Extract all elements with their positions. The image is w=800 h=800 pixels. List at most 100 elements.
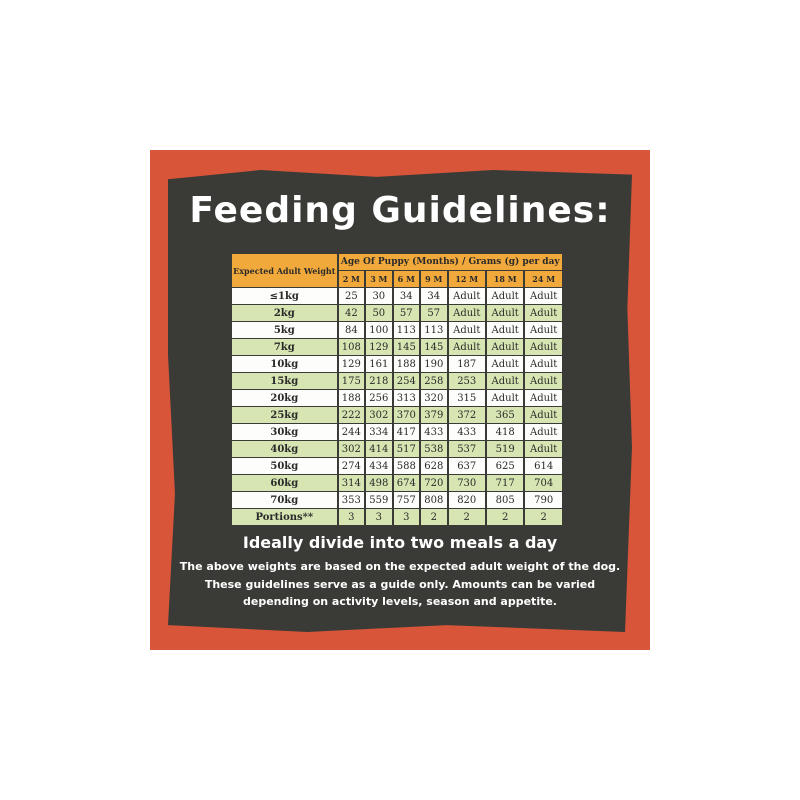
table-cell: Adult <box>525 373 562 389</box>
table-cell: Adult <box>486 339 524 355</box>
table-cell: 314 <box>338 475 365 491</box>
table-cell: 559 <box>366 492 392 508</box>
corner-header: Expected Adult Weight <box>232 254 337 287</box>
table-cell: 25 <box>338 288 365 304</box>
table-cell: 808 <box>421 492 447 508</box>
column-header: 9 M <box>421 271 447 287</box>
table-cell: Adult <box>525 305 562 321</box>
table-cell: 704 <box>525 475 562 491</box>
weight-label: 20kg <box>232 390 337 406</box>
table-cell: 315 <box>448 390 485 406</box>
table-cell: 274 <box>338 458 365 474</box>
table-cell: 34 <box>393 288 420 304</box>
table-cell: Adult <box>486 288 524 304</box>
table-cell: 372 <box>448 407 485 423</box>
weight-label: 40kg <box>232 441 337 457</box>
table-cell: 113 <box>421 322 447 338</box>
table-cell: 334 <box>366 424 392 440</box>
table-row: 25kg 222 302 370 379 372 365 Adult <box>232 407 562 423</box>
table-cell: 418 <box>486 424 524 440</box>
table-cell: 820 <box>448 492 485 508</box>
table-cell: 161 <box>366 356 392 372</box>
table-cell: 258 <box>421 373 447 389</box>
table-cell: 34 <box>421 288 447 304</box>
table-cell: 3 <box>393 509 420 525</box>
table-cell: Adult <box>525 441 562 457</box>
column-header: 3 M <box>366 271 392 287</box>
table-cell: 674 <box>393 475 420 491</box>
table-row: Portions** 3 3 3 2 2 2 2 <box>232 509 562 525</box>
table-cell: 538 <box>421 441 447 457</box>
table-row: 30kg 244 334 417 433 433 418 Adult <box>232 424 562 440</box>
table-cell: Adult <box>525 356 562 372</box>
table-cell: 720 <box>421 475 447 491</box>
weight-label: 50kg <box>232 458 337 474</box>
table-cell: Adult <box>486 322 524 338</box>
table-row: 7kg 108 129 145 145 Adult Adult Adult <box>232 339 562 355</box>
feeding-table: Expected Adult Weight Age Of Puppy (Mont… <box>230 253 564 526</box>
weight-label: Portions** <box>232 509 337 525</box>
table-cell: 302 <box>366 407 392 423</box>
table-cell: 57 <box>421 305 447 321</box>
table-cell: Adult <box>486 305 524 321</box>
table-cell: Adult <box>525 288 562 304</box>
column-header: 2 M <box>338 271 365 287</box>
table-cell: Adult <box>486 390 524 406</box>
table-cell: 625 <box>486 458 524 474</box>
table-cell: 254 <box>393 373 420 389</box>
table-cell: 365 <box>486 407 524 423</box>
table-row: 20kg 188 256 313 320 315 Adult Adult <box>232 390 562 406</box>
table-cell: 790 <box>525 492 562 508</box>
table-cell: 417 <box>393 424 420 440</box>
table-cell: Adult <box>486 373 524 389</box>
table-cell: 433 <box>421 424 447 440</box>
table-cell: 187 <box>448 356 485 372</box>
table-cell: 353 <box>338 492 365 508</box>
weight-label: 15kg <box>232 373 337 389</box>
table-row: 60kg 314 498 674 720 730 717 704 <box>232 475 562 491</box>
table-cell: 145 <box>393 339 420 355</box>
table-cell: 537 <box>448 441 485 457</box>
column-header: 24 M <box>525 271 562 287</box>
table-cell: 2 <box>525 509 562 525</box>
table-cell: 222 <box>338 407 365 423</box>
table-row: 15kg 175 218 254 258 253 Adult Adult <box>232 373 562 389</box>
table-cell: Adult <box>525 424 562 440</box>
table-cell: Adult <box>486 356 524 372</box>
table-cell: 370 <box>393 407 420 423</box>
column-header: 12 M <box>448 271 485 287</box>
table-cell: 188 <box>338 390 365 406</box>
weight-label: 5kg <box>232 322 337 338</box>
table-cell: 2 <box>486 509 524 525</box>
weight-label: 25kg <box>232 407 337 423</box>
table-row: 40kg 302 414 517 538 537 519 Adult <box>232 441 562 457</box>
table-cell: 244 <box>338 424 365 440</box>
table-cell: 57 <box>393 305 420 321</box>
table-cell: 129 <box>338 356 365 372</box>
table-cell: 717 <box>486 475 524 491</box>
table-cell: 757 <box>393 492 420 508</box>
table-cell: 434 <box>366 458 392 474</box>
weight-label: 60kg <box>232 475 337 491</box>
disclaimer-note: The above weights are based on the expec… <box>170 558 630 611</box>
table-row: ≤1kg 25 30 34 34 Adult Adult Adult <box>232 288 562 304</box>
table-cell: 2 <box>421 509 447 525</box>
table-row: 10kg 129 161 188 190 187 Adult Adult <box>232 356 562 372</box>
table-cell: 42 <box>338 305 365 321</box>
table-cell: 730 <box>448 475 485 491</box>
weight-label: 2kg <box>232 305 337 321</box>
table-cell: Adult <box>448 305 485 321</box>
table-cell: Adult <box>525 407 562 423</box>
weight-label: 30kg <box>232 424 337 440</box>
table-cell: 433 <box>448 424 485 440</box>
table-cell: 190 <box>421 356 447 372</box>
table-cell: 129 <box>366 339 392 355</box>
note-line: depending on activity levels, season and… <box>243 595 557 609</box>
table-cell: Adult <box>525 390 562 406</box>
note-line: These guidelines serve as a guide only. … <box>204 577 596 591</box>
table-cell: 113 <box>393 322 420 338</box>
table-cell: 302 <box>338 441 365 457</box>
weight-label: ≤1kg <box>232 288 337 304</box>
table-cell: Adult <box>448 339 485 355</box>
column-header: 18 M <box>486 271 524 287</box>
